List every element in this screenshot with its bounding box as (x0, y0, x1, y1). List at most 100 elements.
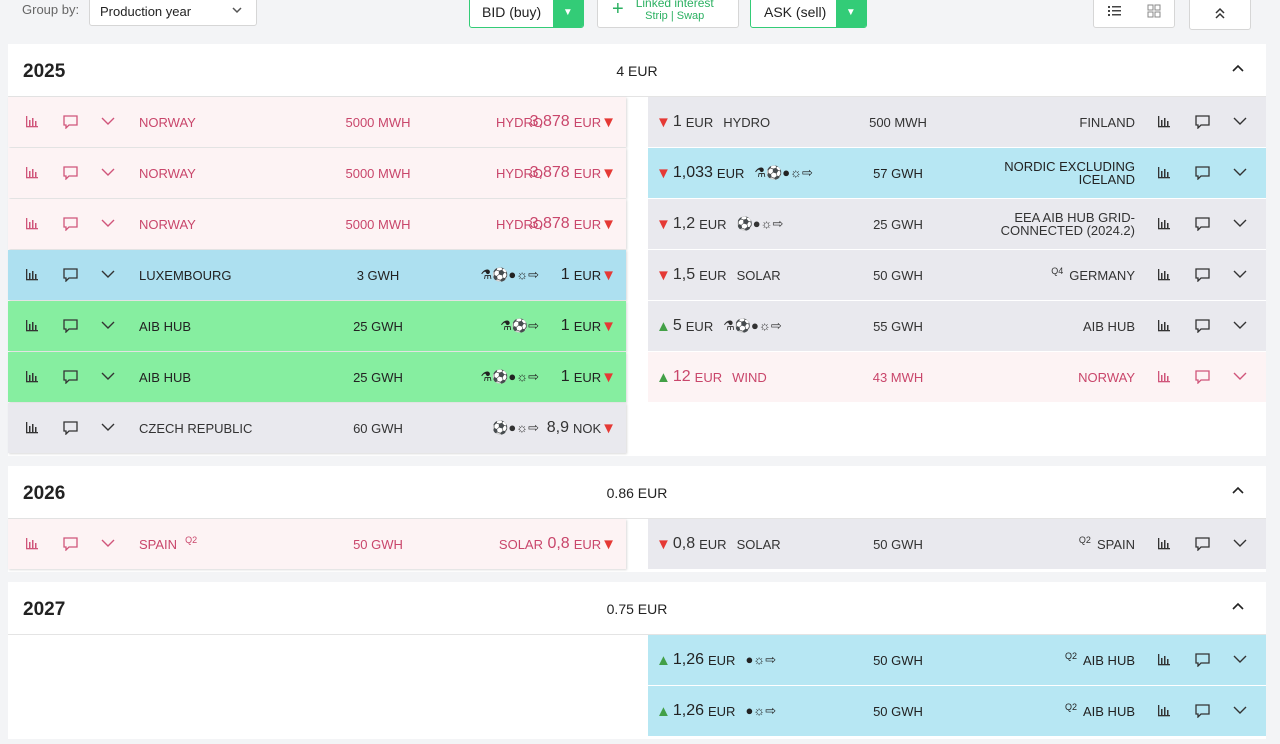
collapse-caret[interactable] (1232, 62, 1244, 77)
chart-icon[interactable] (25, 216, 40, 234)
trend: ▼ (601, 419, 616, 437)
country: AIB HUB (1082, 318, 1135, 334)
bid-row[interactable]: AIB HUB 25 GWH ⚗⚽●☼⇨ 1 EUR ▼ (8, 352, 626, 402)
chart-icon[interactable] (1157, 652, 1172, 670)
chevron-icon[interactable] (1233, 318, 1248, 336)
chart-icon[interactable] (25, 420, 40, 438)
country: AIB HUB (1082, 703, 1135, 719)
ask-row[interactable]: ▼ 1,033 EUR ⚗⚽●☼⇨ 57 GWH NORDIC EXCLUDING ICE… (648, 148, 1266, 198)
chart-icon[interactable] (1157, 267, 1172, 285)
comment-icon[interactable] (63, 536, 78, 554)
price-cell: ▼ 1,5 EUR SOLAR (656, 250, 781, 300)
chevron-icon[interactable] (101, 369, 116, 387)
chart-icon[interactable] (25, 165, 40, 183)
price-cell: ▲ 1,26 EUR ●☼⇨ (656, 686, 776, 736)
collapse-caret[interactable] (1232, 484, 1244, 499)
view-toggle[interactable] (1093, 0, 1175, 28)
chart-icon[interactable] (1157, 369, 1172, 387)
comment-icon[interactable] (1195, 703, 1210, 721)
chevron-icon[interactable] (101, 216, 116, 234)
chevron-icon[interactable] (1233, 216, 1248, 234)
unit: EUR (694, 369, 723, 385)
bid-button[interactable]: BID (buy) ▼ (469, 0, 584, 28)
chevron-icon[interactable] (101, 536, 116, 554)
chevron-icon[interactable] (101, 114, 116, 132)
quarter: Q2 (1078, 535, 1091, 545)
ask-row[interactable]: ▼ 1 EUR HYDRO 500 MWH FINLAND (648, 97, 1266, 147)
chart-icon[interactable] (1157, 703, 1172, 721)
comment-icon[interactable] (1195, 318, 1210, 336)
country-cell: NORWAY (139, 199, 196, 249)
chart-icon[interactable] (25, 536, 40, 554)
chart-icon[interactable] (25, 114, 40, 132)
chart-icon[interactable] (25, 369, 40, 387)
chevron-icon[interactable] (101, 420, 116, 438)
bid-row[interactable]: NORWAY 5000 MWH HYDRO 3,878 EUR ▼ (8, 199, 626, 249)
chevron-icon[interactable] (101, 267, 116, 285)
linked-interest-button[interactable]: + Linked interest Strip | Swap (597, 0, 739, 28)
chart-icon[interactable] (1157, 318, 1172, 336)
chevron-icon[interactable] (1233, 369, 1248, 387)
comment-icon[interactable] (1195, 652, 1210, 670)
comment-icon[interactable] (63, 369, 78, 387)
comment-icon[interactable] (63, 267, 78, 285)
group-by-select[interactable]: Production year (89, 0, 257, 26)
chart-icon[interactable] (1157, 216, 1172, 234)
comment-icon[interactable] (1195, 267, 1210, 285)
unit: EUR (708, 652, 736, 668)
chevron-icon[interactable] (1233, 703, 1248, 721)
chevron-icon[interactable] (1233, 652, 1248, 670)
country: LUXEMBOURG (139, 267, 232, 283)
grid-view-icon[interactable] (1134, 0, 1174, 27)
ask-row[interactable]: ▲ 5 EUR ⚗⚽●☼⇨ 55 GWH AIB HUB (648, 301, 1266, 351)
bid-row[interactable]: NORWAY 5000 MWH HYDRO 3,878 EUR ▼ (8, 97, 626, 147)
volume: 57 GWH (873, 165, 923, 181)
comment-icon[interactable] (63, 114, 78, 132)
ask-row[interactable]: ▲ 1,26 EUR ●☼⇨ 50 GWH Q2 AIB HUB (648, 635, 1266, 685)
comment-icon[interactable] (63, 165, 78, 183)
price-cell: ▼ 0,8 EUR SOLAR (656, 519, 781, 569)
comment-icon[interactable] (63, 318, 78, 336)
bid-row[interactable]: AIB HUB 25 GWH ⚗⚽⇨ 1 EUR ▼ (8, 301, 626, 351)
volume: 50 GWH (873, 652, 923, 668)
chart-icon[interactable] (1157, 114, 1172, 132)
comment-icon[interactable] (1195, 165, 1210, 183)
trend: ▼ (656, 215, 671, 233)
collapse-caret[interactable] (1232, 600, 1244, 615)
technology: HYDRO (496, 165, 543, 181)
chart-icon[interactable] (25, 318, 40, 336)
ask-row[interactable]: ▼ 1,2 EUR ⚽●☼⇨ 25 GWH EEA AIB HUB GRID-CONNEC… (648, 199, 1266, 249)
bid-row[interactable]: LUXEMBOURG 3 GWH ⚗⚽●☼⇨ 1 EUR ▼ (8, 250, 626, 300)
ask-button[interactable]: ASK (sell) ▼ (750, 0, 867, 28)
comment-icon[interactable] (63, 216, 78, 234)
comment-icon[interactable] (1195, 369, 1210, 387)
group-by-label: Group by: (22, 1, 80, 17)
chart-icon[interactable] (1157, 165, 1172, 183)
ask-row[interactable]: ▼ 0,8 EUR SOLAR 50 GWH Q2 SPAIN (648, 519, 1266, 569)
chevron-icon[interactable] (101, 165, 116, 183)
list-view-icon[interactable] (1094, 0, 1134, 27)
quarter: Q4 (1051, 266, 1064, 276)
unit: EUR (573, 318, 602, 334)
bid-row[interactable]: NORWAY 5000 MWH HYDRO 3,878 EUR ▼ (8, 148, 626, 198)
comment-icon[interactable] (1195, 114, 1210, 132)
trend: ▼ (601, 164, 616, 182)
chart-icon[interactable] (1157, 536, 1172, 554)
comment-icon[interactable] (1195, 536, 1210, 554)
chevron-icon[interactable] (1233, 165, 1248, 183)
comment-icon[interactable] (1195, 216, 1210, 234)
bid-row[interactable]: CZECH REPUBLIC 60 GWH ⚽●☼⇨ 8,9 NOK ▼ (8, 403, 626, 453)
chevron-icon[interactable] (1233, 536, 1248, 554)
price-cell: ▼ 1,033 EUR ⚗⚽●☼⇨ (656, 148, 813, 198)
ask-row[interactable]: ▼ 1,5 EUR SOLAR 50 GWH Q4 GERMANY (648, 250, 1266, 300)
collapse-all-button[interactable] (1189, 0, 1251, 30)
chart-icon[interactable] (25, 267, 40, 285)
ask-row[interactable]: ▲ 1,26 EUR ●☼⇨ 50 GWH Q2 AIB HUB (648, 686, 1266, 736)
comment-icon[interactable] (63, 420, 78, 438)
ask-row[interactable]: ▲ 12 EUR WIND 43 MWH NORWAY (648, 352, 1266, 402)
technology: SOLAR (736, 267, 781, 283)
bid-row[interactable]: SPAIN Q2 50 GWH SOLAR 0,8 EUR ▼ (8, 519, 626, 569)
chevron-icon[interactable] (1233, 267, 1248, 285)
chevron-icon[interactable] (101, 318, 116, 336)
chevron-icon[interactable] (1233, 114, 1248, 132)
